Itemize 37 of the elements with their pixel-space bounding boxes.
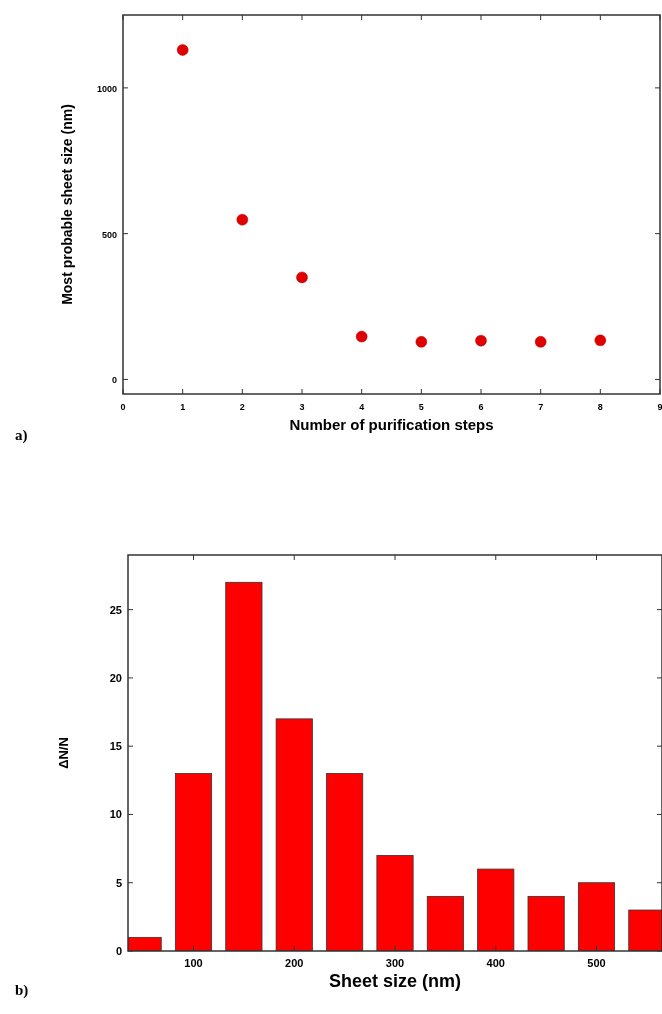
x-tick-label: 100: [184, 957, 203, 969]
x-tick-label: 400: [486, 957, 505, 969]
point: [296, 271, 308, 284]
point: [534, 336, 547, 348]
x-tick-label: 2: [239, 402, 245, 412]
y-tick-label: 1000: [96, 83, 117, 94]
x-tick-label: 500: [587, 957, 606, 969]
text: a): [15, 427, 28, 444]
x-tick-label: 300: [385, 957, 405, 969]
x-tick-label: 6: [478, 402, 484, 412]
y-axis-title: ΔN/N: [56, 737, 71, 769]
y-tick-label: 10: [109, 808, 122, 821]
y-tick-label: 20: [109, 671, 122, 684]
x-tick-label: 1: [180, 402, 186, 412]
point: [355, 330, 368, 343]
point: [415, 336, 428, 348]
y-tick-label: 15: [109, 740, 122, 753]
y-axis-title: Most probable sheet size (nm): [59, 104, 75, 305]
y-tick-label: 500: [101, 229, 117, 240]
x-axis-title: Sheet size (nm): [328, 971, 462, 991]
x-tick-label: 7: [538, 402, 544, 412]
point: [594, 334, 607, 347]
x-tick-label: 3: [299, 402, 305, 412]
point: [176, 44, 189, 56]
x-tick-label: 200: [285, 957, 304, 969]
x-tick-label: 5: [418, 402, 424, 412]
x-axis-title: Number of purification steps: [289, 416, 494, 433]
y-tick-label: 0: [115, 945, 122, 957]
y-tick-label: 25: [109, 603, 122, 616]
point: [475, 334, 487, 347]
x-tick-label: 4: [359, 402, 365, 412]
y-tick-label: 0: [111, 375, 117, 386]
text: b): [15, 982, 29, 999]
x-tick-label: 9: [657, 402, 662, 412]
y-tick-label: 5: [115, 876, 122, 889]
x-tick-label: 8: [597, 402, 603, 412]
point: [236, 213, 249, 226]
